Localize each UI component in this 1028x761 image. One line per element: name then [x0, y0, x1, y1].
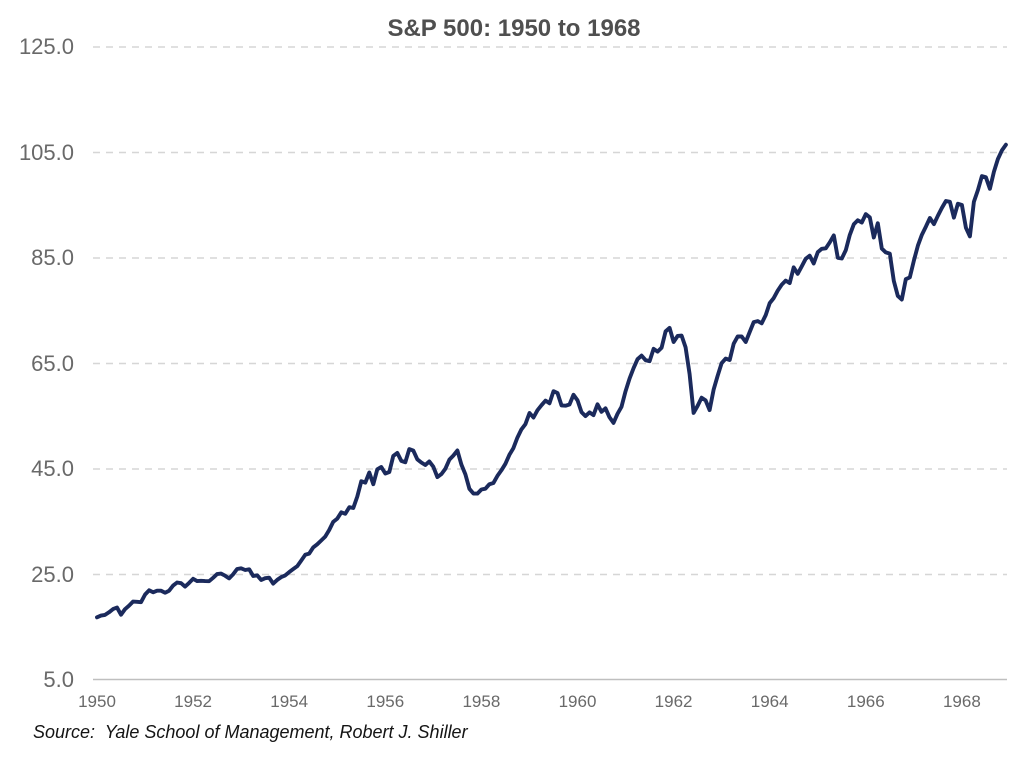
x-axis-tick-label: 1954: [270, 692, 309, 711]
x-axis-tick-label: 1950: [78, 692, 116, 711]
x-axis-tick-label: 1956: [366, 692, 405, 711]
y-axis-tick-label: 65.0: [31, 350, 74, 376]
x-axis-tick-label: 1968: [942, 692, 981, 711]
x-axis-tick-label: 1960: [558, 692, 597, 711]
y-axis-tick-label: 25.0: [31, 561, 74, 587]
x-axis-tick-label: 1952: [174, 692, 212, 711]
y-axis-tick-label: 5.0: [43, 667, 74, 692]
sp500-data-line: [95, 142, 1008, 620]
y-axis-tick-label: 45.0: [31, 456, 74, 481]
y-axis-tick-label: 125.0: [18, 34, 74, 59]
x-axis-tick-label: 1962: [654, 692, 693, 711]
y-axis-tick-label: 85.0: [31, 245, 74, 270]
chart-title: S&P 500: 1950 to 1968: [387, 15, 641, 42]
x-axis-tick-label: 1966: [846, 692, 885, 711]
source-note: Source: Yale School of Management, Rober…: [33, 722, 468, 742]
x-axis-tick-label: 1958: [462, 692, 501, 711]
y-axis-tick-label: 105.0: [18, 139, 74, 165]
x-axis-tick-label: 1964: [750, 692, 789, 711]
